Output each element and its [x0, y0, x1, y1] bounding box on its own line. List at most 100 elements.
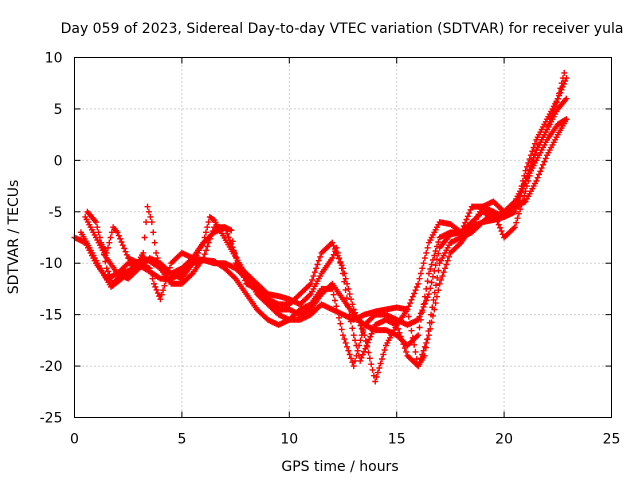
data-point-plus-marker [367, 333, 374, 340]
data-point-plus-marker [420, 303, 427, 310]
data-point-plus-marker [530, 157, 537, 164]
data-point-plus-marker [549, 111, 556, 118]
data-point-plus-marker [118, 239, 125, 245]
data-point-plus-marker [421, 255, 428, 262]
data-point-plus-marker [157, 296, 164, 303]
data-point-plus-marker [365, 349, 372, 356]
data-point-plus-marker [423, 249, 430, 256]
data-point-plus-marker [329, 255, 336, 262]
data-point-plus-marker [419, 265, 426, 272]
data-point-plus-marker [523, 183, 530, 190]
data-point-plus-marker [409, 293, 416, 300]
data-point-plus-marker [460, 222, 467, 229]
data-point-plus-marker [558, 80, 565, 87]
data-point-plus-marker [563, 95, 570, 102]
data-point-plus-marker [405, 313, 412, 320]
data-point-plus-marker [334, 309, 341, 316]
data-point-plus-marker [373, 374, 380, 380]
data-point-plus-marker [514, 215, 521, 222]
data-point-plus-marker [377, 360, 384, 367]
data-point-plus-marker [201, 234, 208, 241]
data-point-plus-marker [121, 245, 128, 252]
data-point-plus-marker [354, 347, 361, 354]
y-tick-label: -5 [49, 205, 63, 221]
data-point-plus-marker [368, 361, 375, 368]
data-point-plus-marker [534, 174, 541, 181]
y-tick-label: 0 [54, 153, 63, 169]
data-point-plus-marker [340, 332, 346, 339]
data-point-plus-marker [420, 260, 427, 267]
data-point-plus-marker [404, 306, 411, 313]
data-point-plus-marker [525, 177, 532, 184]
data-point-plus-marker [225, 234, 232, 241]
data-point-plus-marker [117, 235, 124, 242]
data-point-plus-marker [527, 167, 534, 174]
data-point-plus-marker [307, 280, 314, 287]
data-point-plus-marker [360, 327, 367, 334]
data-point-plus-marker [310, 273, 317, 280]
data-point-plus-marker [424, 244, 431, 251]
data-point-plus-marker [420, 347, 427, 354]
data-point-plus-marker [165, 269, 172, 276]
data-point-plus-marker [122, 248, 129, 255]
data-point-plus-marker [438, 276, 445, 283]
data-point-plus-marker [491, 212, 498, 218]
data-point-plus-marker [458, 229, 465, 236]
data-point-plus-marker [541, 158, 548, 165]
data-point-plus-marker [331, 246, 338, 253]
data-point-plus-marker [347, 318, 354, 325]
data-point-plus-marker [366, 355, 373, 362]
data-point-plus-marker [333, 303, 340, 310]
x-axis-label: GPS time / hours [281, 459, 398, 475]
data-point-plus-marker [201, 251, 208, 258]
data-point-plus-marker [408, 296, 415, 303]
data-point-plus-marker [335, 314, 342, 321]
data-point-plus-marker [559, 75, 566, 82]
data-point-plus-marker [108, 229, 115, 236]
data-point-plus-marker [550, 107, 557, 114]
data-point-plus-marker [542, 155, 549, 162]
data-point-plus-marker [369, 327, 376, 334]
data-point-plus-marker [515, 193, 522, 200]
data-point-plus-marker [148, 219, 155, 226]
data-point-plus-marker [427, 325, 434, 332]
data-point-plus-marker [522, 167, 529, 174]
data-point-plus-marker [204, 224, 211, 231]
data-point-plus-marker [425, 332, 432, 339]
series-arc-4 [84, 69, 568, 385]
data-point-plus-marker [415, 280, 422, 287]
data-point-plus-marker [349, 301, 356, 308]
data-point-plus-marker [433, 293, 440, 300]
data-point-plus-marker [413, 284, 420, 290]
data-point-plus-marker [144, 203, 151, 210]
data-point-plus-marker [493, 215, 500, 222]
data-point-plus-marker [407, 300, 414, 307]
data-point-plus-marker [364, 343, 371, 350]
data-point-plus-marker [333, 249, 340, 256]
data-point-plus-marker [431, 267, 438, 274]
data-point-plus-marker [533, 177, 540, 184]
data-point-plus-marker [345, 303, 352, 310]
data-point-plus-marker [94, 224, 101, 231]
data-point-plus-marker [228, 240, 235, 247]
data-point-plus-marker [341, 336, 348, 343]
chart-title: Day 059 of 2023, Sidereal Day-to-day VTE… [61, 21, 624, 37]
data-point-plus-marker [348, 296, 355, 303]
y-tick-label: -25 [40, 411, 63, 427]
data-point-plus-marker [536, 171, 543, 178]
data-point-plus-marker [411, 290, 418, 297]
data-point-plus-marker [223, 227, 230, 234]
data-point-plus-marker [434, 274, 441, 281]
data-point-plus-marker [311, 269, 318, 276]
data-point-plus-marker [424, 278, 431, 285]
data-point-plus-marker [106, 239, 113, 246]
data-point-plus-marker [205, 239, 212, 246]
data-point-plus-marker [408, 327, 415, 334]
data-point-plus-marker [435, 239, 442, 245]
data-point-plus-marker [155, 260, 162, 267]
data-point-plus-marker [151, 239, 158, 246]
data-point-plus-marker [362, 338, 369, 344]
data-point-plus-marker [143, 219, 150, 226]
data-point-plus-marker [353, 312, 360, 319]
data-point-plus-marker [548, 114, 555, 121]
